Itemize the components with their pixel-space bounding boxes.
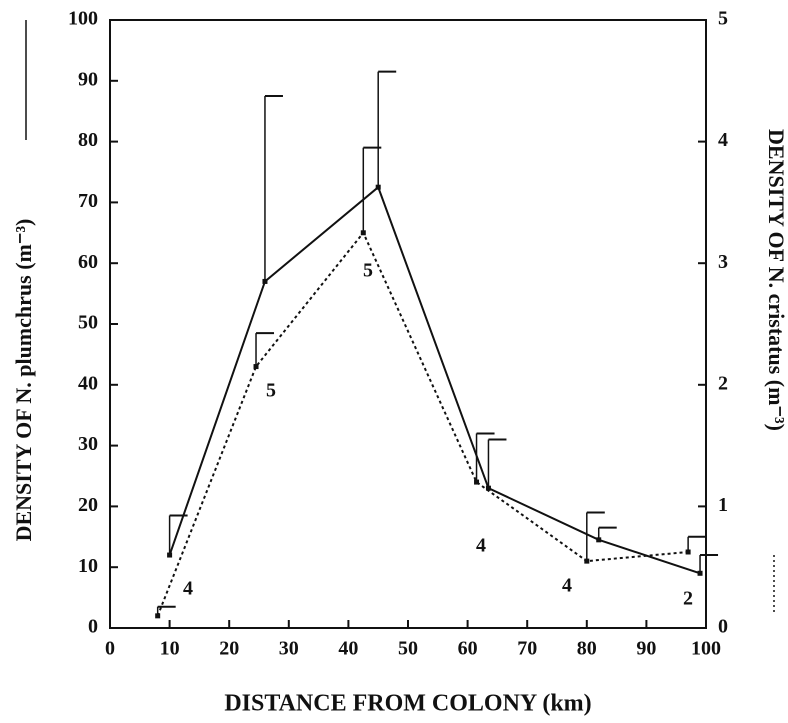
- y-tick-label: 20: [78, 494, 98, 516]
- y-tick-label: 0: [88, 616, 98, 638]
- point: [596, 537, 602, 543]
- x-tick-label: 20: [219, 638, 239, 660]
- y-tick-label: 50: [78, 312, 98, 334]
- series-line: [156, 230, 689, 617]
- y-tick-label: 100: [68, 8, 98, 30]
- y2-axis-label: DENSITY OF N. cristatus (m⁻³): [764, 129, 788, 431]
- y-tick-label: 30: [78, 433, 98, 455]
- y-tick-label: 10: [78, 555, 98, 577]
- point: [360, 230, 366, 236]
- point: [167, 552, 173, 558]
- x-tick-label: 10: [160, 638, 180, 660]
- y2-tick-label: 1: [718, 494, 728, 516]
- y-tick-label: 40: [78, 372, 98, 394]
- sample-size-label: 4: [183, 578, 193, 600]
- x-tick-label: 30: [279, 638, 299, 660]
- y2-tick-label: 3: [718, 251, 728, 273]
- y2-tick-label: 5: [718, 8, 728, 30]
- point: [485, 485, 491, 491]
- y2-tick-label: 0: [718, 616, 728, 638]
- y-tick-label: 70: [78, 190, 98, 212]
- sample-size-label: 2: [683, 588, 693, 610]
- series-line: [168, 185, 701, 575]
- y-tick-label: 80: [78, 129, 98, 151]
- plot-frame: [109, 19, 707, 629]
- point: [262, 278, 268, 284]
- sample-size-label: 5: [266, 380, 276, 402]
- y-tick-label: 90: [78, 68, 98, 90]
- x-tick-label: 100: [691, 638, 721, 660]
- point: [155, 613, 161, 619]
- x-tick-label: 90: [636, 638, 656, 660]
- sample-size-label: 4: [476, 535, 486, 557]
- y-tick-label: 60: [78, 251, 98, 273]
- point: [474, 479, 480, 485]
- x-tick-label: 60: [458, 638, 478, 660]
- x-tick-label: 50: [398, 638, 418, 660]
- point: [697, 570, 703, 576]
- y2-tick-label: 2: [718, 372, 728, 394]
- x-tick-label: 70: [517, 638, 537, 660]
- x-tick-label: 40: [338, 638, 358, 660]
- sample-size-label: 5: [363, 260, 373, 282]
- x-tick-label: 0: [105, 638, 115, 660]
- point: [584, 558, 590, 564]
- x-tick-label: 80: [577, 638, 597, 660]
- sample-size-label: 4: [562, 575, 572, 597]
- point: [685, 549, 691, 555]
- y2-tick-label: 4: [718, 129, 728, 151]
- point: [375, 184, 381, 190]
- y-axis-label: DENSITY OF N. plumchrus (m⁻³): [11, 219, 36, 542]
- x-axis-label: DISTANCE FROM COLONY (km): [224, 691, 591, 717]
- point: [253, 364, 259, 370]
